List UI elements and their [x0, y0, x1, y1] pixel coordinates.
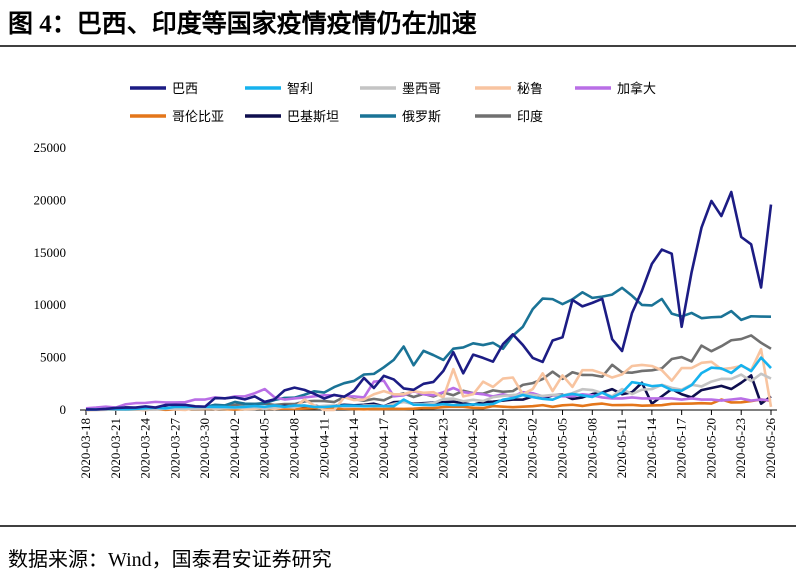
legend-label: 智利	[287, 81, 313, 96]
x-tick-label: 2020-05-17	[674, 418, 689, 479]
legend-label: 俄罗斯	[402, 109, 441, 124]
x-tick-label: 2020-05-20	[703, 418, 718, 479]
legend-label: 墨西哥	[402, 81, 441, 96]
legend-label: 巴西	[172, 81, 198, 96]
series-line	[85, 379, 772, 410]
x-tick-label: 2020-03-21	[108, 418, 123, 479]
legend-label: 印度	[517, 109, 543, 124]
x-tick-label: 2020-05-02	[525, 418, 540, 479]
x-tick-label: 2020-04-29	[495, 418, 510, 479]
x-tick-label: 2020-05-14	[644, 418, 659, 479]
x-tick-label: 2020-04-11	[316, 418, 331, 478]
legend-label: 巴基斯坦	[287, 109, 339, 124]
series-line	[85, 190, 773, 411]
x-tick-label: 2020-04-02	[227, 418, 242, 479]
x-tick-label: 2020-04-23	[435, 418, 450, 479]
x-tick-label: 2020-04-08	[286, 418, 301, 479]
x-tick-label: 2020-03-24	[138, 418, 153, 479]
y-tick-label: 10000	[34, 297, 67, 312]
x-tick-label: 2020-03-18	[78, 418, 93, 479]
x-tick-label: 2020-04-14	[346, 418, 361, 479]
x-tick-label: 2020-05-11	[614, 418, 629, 478]
x-tick-label: 2020-05-08	[584, 418, 599, 479]
y-tick-label: 15000	[34, 245, 67, 260]
source: 数据来源：Wind，国泰君安证券研究	[8, 548, 332, 571]
y-tick-label: 0	[60, 402, 67, 417]
y-tick-label: 5000	[40, 350, 66, 365]
x-tick-label: 2020-04-17	[376, 418, 391, 479]
x-tick-label: 2020-05-05	[555, 418, 570, 479]
y-tick-label: 20000	[34, 192, 67, 207]
x-tick-label: 2020-05-26	[763, 418, 778, 479]
x-tick-label: 2020-03-30	[197, 418, 212, 479]
x-tick-label: 2020-04-05	[257, 418, 272, 479]
legend-label: 加拿大	[617, 81, 656, 96]
x-tick-label: 2020-04-20	[406, 418, 421, 479]
y-tick-label: 25000	[34, 140, 67, 155]
legend-label: 秘鲁	[517, 81, 543, 96]
page-title: 图 4：巴西、印度等国家疫情疫情仍在加速	[8, 9, 477, 38]
x-tick-label: 2020-04-26	[465, 418, 480, 479]
legend-label: 哥伦比亚	[172, 109, 224, 124]
x-tick-label: 2020-03-27	[167, 418, 182, 479]
x-tick-label: 2020-05-23	[733, 418, 748, 479]
